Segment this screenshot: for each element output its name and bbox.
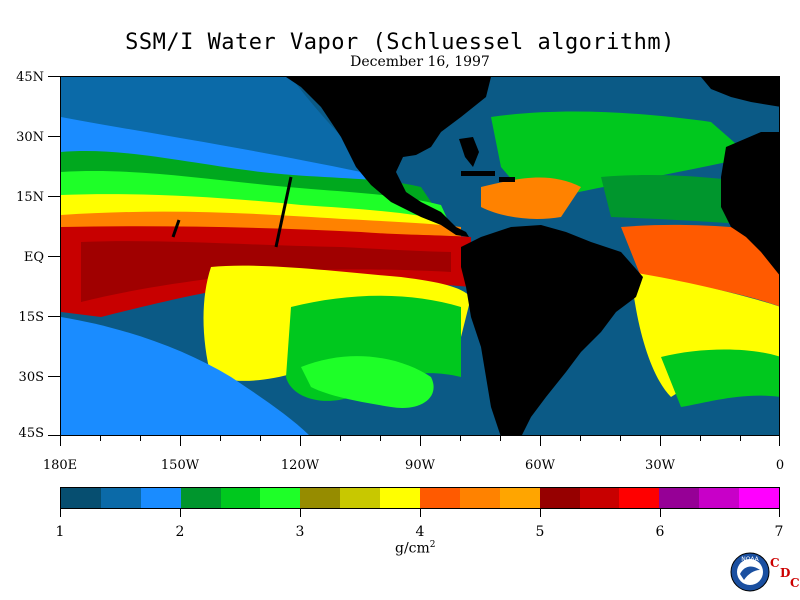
colorbar-segment-6 (300, 488, 341, 508)
africa-land (721, 132, 779, 275)
map-subtitle: December 16, 1997 (350, 54, 490, 70)
colorbar-segment-3 (180, 488, 221, 508)
colorbar-tick (660, 509, 661, 517)
vapor-band-green-atlantic (661, 349, 779, 407)
lat-tick (48, 316, 60, 317)
lon-tick (660, 436, 661, 446)
north-america-land (286, 77, 491, 237)
noaa-logo-text: NOAA (741, 556, 759, 563)
lon-label-30w: 30W (645, 458, 675, 473)
lon-tick (140, 436, 141, 441)
lon-label-0: 0 (775, 458, 785, 473)
colorbar-segment-4 (220, 488, 261, 508)
colorbar-label-1: 1 (55, 524, 65, 540)
lon-tick (180, 436, 181, 446)
lon-label-120w: 120W (280, 458, 320, 473)
colorbar-tick (300, 509, 301, 517)
data-gap-line (171, 219, 181, 238)
vapor-band-lightgreen-swirl (301, 356, 434, 408)
colorbar-segment-2 (140, 488, 181, 508)
colorbar-label-6: 6 (655, 524, 665, 540)
colorbar-label-2: 2 (175, 524, 185, 540)
units-superscript: 2 (429, 540, 436, 550)
colorbar-segment-1 (100, 488, 141, 508)
colorbar-segment-9 (420, 488, 460, 508)
lat-tick (48, 136, 60, 137)
data-gap-line (274, 176, 293, 248)
cdc-letter-c2: C (790, 576, 800, 590)
lon-tick (460, 436, 461, 441)
cdc-letter-d: D (780, 566, 791, 580)
lat-label-45s: 45S (18, 426, 44, 441)
lon-label-90w: 90W (405, 458, 435, 473)
lat-tick (48, 196, 60, 197)
colorbar-tick (540, 509, 541, 517)
lon-label-180e: 180E (42, 458, 78, 473)
vapor-band-blue-south (61, 317, 309, 435)
lon-tick (60, 436, 61, 446)
map-title: SSM/I Water Vapor (Schluessel algorithm) (125, 30, 675, 55)
colorbar-segment-13 (579, 488, 620, 508)
lon-tick (220, 436, 221, 441)
lon-tick (260, 436, 261, 441)
water-vapor-map (60, 76, 780, 436)
lon-tick (380, 436, 381, 441)
lon-tick (500, 436, 501, 441)
colorbar-label-5: 5 (535, 524, 545, 540)
europe-land (701, 77, 779, 107)
lon-tick (700, 436, 701, 441)
colorbar-label-4: 4 (415, 524, 425, 540)
colorbar-tick (180, 509, 181, 517)
lon-tick (340, 436, 341, 441)
cdc-letter-c1: C (770, 556, 780, 570)
lon-tick (620, 436, 621, 441)
colorbar-segment-12 (539, 488, 580, 508)
lat-label-30n: 30N (16, 130, 44, 145)
lat-label-15n: 15N (16, 190, 44, 205)
lon-tick (420, 436, 421, 446)
colorbar-segment-15 (659, 488, 700, 508)
colorbar-tick (779, 509, 780, 517)
lon-tick (779, 436, 780, 446)
lat-label-eq: EQ (23, 250, 44, 265)
colorbar (60, 487, 780, 509)
noaa-logo: NOAA (730, 552, 770, 592)
colorbar-segment-10 (459, 488, 500, 508)
colorbar-tick (420, 509, 421, 517)
cuba-land (461, 171, 495, 176)
colorbar-segment-14 (619, 488, 660, 508)
lat-tick (48, 256, 60, 257)
lon-tick (100, 436, 101, 441)
colorbar-label-7: 7 (774, 524, 784, 540)
lat-label-45n: 45N (16, 70, 44, 85)
south-america-land (461, 225, 643, 435)
colorbar-segment-7 (340, 488, 381, 508)
lon-tick (740, 436, 741, 441)
lat-tick (48, 435, 60, 436)
lon-tick (300, 436, 301, 446)
colorbar-tick (60, 509, 61, 517)
colorbar-segment-11 (499, 488, 540, 508)
colorbar-segment-0 (61, 488, 101, 508)
units-text: g/cm (395, 540, 430, 557)
colorbar-units: g/cm2 (395, 540, 436, 557)
colorbar-segment-16 (699, 488, 740, 508)
lat-tick (48, 376, 60, 377)
vapor-band-orange-caribbean (481, 177, 581, 219)
colorbar-segment-5 (260, 488, 301, 508)
colorbar-segment-8 (380, 488, 421, 508)
vapor-band-orange-atlantic (621, 224, 779, 307)
lat-label-15s: 15S (18, 310, 44, 325)
lat-label-30s: 30S (18, 370, 44, 385)
colorbar-label-3: 3 (295, 524, 305, 540)
lon-label-60w: 60W (525, 458, 555, 473)
florida-land (459, 137, 479, 167)
hispaniola-land (499, 177, 515, 182)
lon-label-150w: 150W (160, 458, 200, 473)
lon-tick (540, 436, 541, 446)
lon-tick (580, 436, 581, 441)
lat-tick (48, 76, 60, 77)
colorbar-segment-17 (739, 488, 780, 508)
